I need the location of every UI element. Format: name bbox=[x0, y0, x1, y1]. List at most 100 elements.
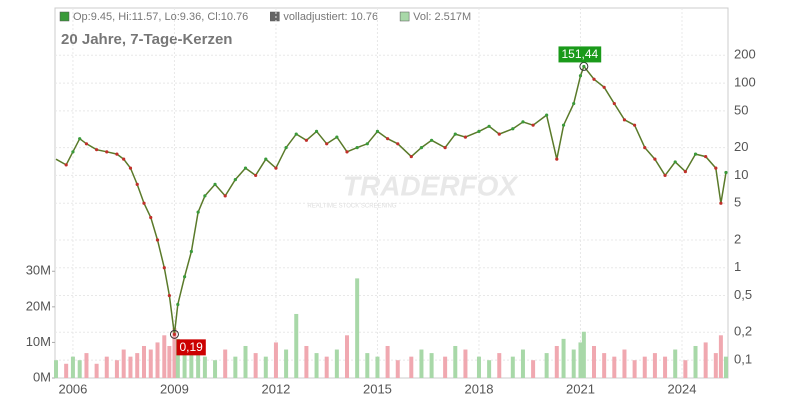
volume-bar bbox=[375, 356, 380, 378]
volume-bar bbox=[395, 360, 400, 378]
price-point bbox=[555, 157, 559, 161]
volume-bar bbox=[324, 356, 329, 378]
volume-bar bbox=[718, 335, 723, 378]
chart-subtitle: 20 Jahre, 7-Tage-Kerzen bbox=[61, 31, 232, 48]
price-point bbox=[128, 166, 133, 170]
y-tick-label: 0,5 bbox=[734, 287, 752, 302]
volume-bar bbox=[510, 356, 515, 378]
volume-bar bbox=[642, 356, 647, 378]
price-point bbox=[724, 170, 728, 175]
volume-bar bbox=[683, 360, 688, 378]
price-point bbox=[182, 275, 187, 279]
price-point bbox=[487, 124, 491, 128]
volume-bar bbox=[385, 345, 390, 378]
volume-tick-label: 10M bbox=[26, 334, 51, 349]
volume-bar bbox=[172, 328, 177, 378]
price-point bbox=[511, 127, 515, 131]
volume-bar bbox=[673, 349, 678, 378]
price-point bbox=[325, 142, 329, 146]
price-point bbox=[213, 182, 217, 186]
volume-bar bbox=[612, 356, 617, 378]
legend-label: Vol: 2.517M bbox=[413, 11, 471, 23]
price-point bbox=[304, 138, 309, 142]
volume-bar bbox=[443, 356, 448, 378]
price-point bbox=[274, 166, 278, 170]
price-point bbox=[693, 152, 698, 156]
price-point bbox=[386, 137, 390, 141]
price-point bbox=[633, 123, 637, 127]
volume-bar bbox=[365, 353, 370, 378]
price-point bbox=[162, 266, 166, 270]
volume-bar bbox=[476, 356, 481, 378]
volume-bar bbox=[121, 349, 126, 378]
volume-bar bbox=[544, 353, 549, 378]
volume-bar bbox=[334, 349, 339, 378]
volume-bar bbox=[141, 345, 146, 378]
price-point bbox=[375, 129, 380, 133]
watermark-sub: REALTIME STOCK SCREENING bbox=[307, 204, 396, 210]
legend-swatch bbox=[399, 11, 410, 22]
price-point bbox=[203, 194, 207, 198]
volume-bar bbox=[703, 342, 708, 378]
volume-bar bbox=[54, 360, 59, 378]
price-point bbox=[521, 120, 525, 124]
volume-bar bbox=[531, 360, 536, 378]
price-point bbox=[396, 142, 400, 146]
volume-bar bbox=[253, 353, 258, 378]
volume-bar bbox=[284, 349, 289, 378]
price-point bbox=[64, 163, 68, 167]
y-tick-label: 2 bbox=[734, 231, 741, 246]
price-point bbox=[683, 169, 687, 174]
price-point bbox=[714, 166, 718, 170]
volume-bar bbox=[135, 353, 140, 378]
price-point bbox=[233, 178, 237, 182]
price-point bbox=[314, 129, 319, 133]
annotation-label: 151,44 bbox=[562, 47, 599, 61]
price-point bbox=[719, 201, 723, 205]
volume-bar bbox=[581, 331, 586, 378]
price-point bbox=[582, 64, 586, 69]
volume-bar bbox=[70, 356, 75, 378]
legend-swatch bbox=[270, 11, 280, 22]
x-tick-label: 2021 bbox=[566, 381, 595, 396]
x-tick-label: 2006 bbox=[58, 381, 87, 396]
price-point bbox=[653, 157, 657, 161]
price-point bbox=[135, 182, 139, 186]
price-point bbox=[443, 146, 447, 150]
volume-bar bbox=[202, 356, 207, 378]
y-tick-label: 0,1 bbox=[734, 352, 752, 367]
price-point bbox=[254, 173, 258, 178]
y-tick-label: 0,2 bbox=[734, 324, 752, 339]
price-point bbox=[115, 152, 119, 156]
price-point bbox=[704, 154, 708, 159]
volume-bar bbox=[94, 363, 99, 378]
volume-bar bbox=[453, 345, 458, 378]
price-point bbox=[592, 77, 596, 81]
volume-bar bbox=[487, 360, 492, 378]
price-point bbox=[335, 135, 339, 139]
volume-bar bbox=[409, 356, 414, 378]
volume-bar bbox=[463, 349, 468, 378]
volume-bar bbox=[632, 360, 637, 378]
volume-bar bbox=[652, 353, 657, 378]
annotation-box bbox=[176, 339, 206, 356]
price-point bbox=[578, 74, 583, 78]
legend-label: Op:9.45, Hi:11.57, Lo:9.36, Cl:10.76 bbox=[73, 11, 248, 23]
price-point bbox=[155, 238, 160, 242]
volume-bar bbox=[182, 349, 187, 378]
price-point bbox=[612, 101, 616, 106]
volume-bar bbox=[723, 356, 728, 378]
price-point bbox=[264, 157, 268, 161]
price-point bbox=[172, 332, 177, 336]
price-point bbox=[84, 142, 89, 146]
price-point bbox=[71, 150, 75, 154]
volume-bar bbox=[561, 338, 566, 378]
price-point bbox=[561, 123, 566, 127]
volume-bar bbox=[167, 345, 172, 378]
price-point bbox=[294, 132, 298, 136]
volume-bar bbox=[213, 360, 218, 378]
price-point bbox=[105, 150, 109, 154]
volume-bar bbox=[520, 349, 525, 378]
price-point bbox=[463, 135, 468, 139]
